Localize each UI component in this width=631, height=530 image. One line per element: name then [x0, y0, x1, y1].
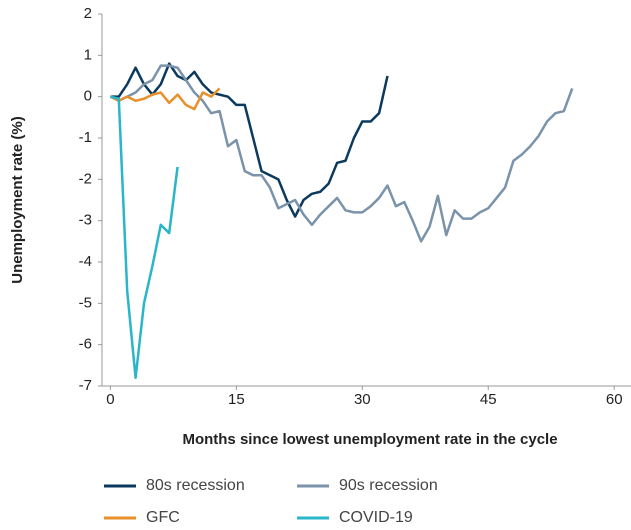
y-tick-label: 0	[84, 88, 92, 105]
series-line	[110, 62, 389, 218]
series-line	[109, 87, 221, 111]
series-line	[109, 64, 574, 243]
y-tick-label: 1	[84, 46, 92, 63]
y-tick-label: -4	[79, 253, 92, 270]
x-tick-label: 45	[480, 391, 497, 408]
x-axis-title: Months since lowest unemployment rate in…	[182, 431, 557, 448]
y-tick-label: -3	[79, 212, 92, 229]
y-tick-label: -7	[79, 377, 92, 394]
y-tick-label: -5	[79, 294, 92, 311]
y-tick-label: -2	[79, 170, 92, 187]
x-tick-label: 0	[106, 391, 114, 408]
y-tick-label: -6	[79, 336, 92, 353]
x-tick-label: 30	[354, 391, 371, 408]
legend-label: 90s recession	[339, 477, 438, 494]
y-tick-label: 2	[84, 5, 92, 22]
legend-label: GFC	[146, 509, 180, 526]
legend-label: 80s recession	[146, 477, 245, 494]
y-axis-title: Unemployment rate (%)	[9, 116, 26, 284]
legend-label: COVID-19	[339, 509, 413, 526]
x-tick-label: 15	[228, 391, 245, 408]
y-tick-label: -1	[79, 129, 92, 146]
x-tick-label: 60	[606, 391, 623, 408]
series-line	[110, 95, 179, 379]
